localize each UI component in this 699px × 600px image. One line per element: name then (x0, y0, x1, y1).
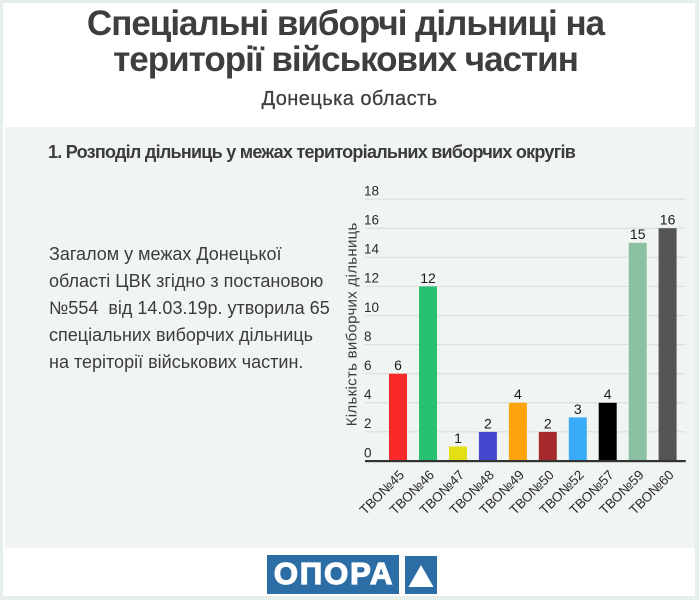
svg-text:15: 15 (630, 226, 646, 242)
svg-text:6: 6 (394, 357, 402, 373)
svg-text:16: 16 (660, 212, 676, 228)
svg-text:2: 2 (544, 415, 552, 431)
svg-text:14: 14 (364, 242, 380, 257)
svg-text:18: 18 (364, 183, 379, 198)
svg-text:Кількість виборчих дільниць: Кількість виборчих дільниць (344, 222, 361, 426)
svg-text:12: 12 (420, 270, 436, 286)
svg-text:0: 0 (364, 445, 372, 460)
svg-text:2: 2 (484, 415, 492, 431)
svg-text:4: 4 (364, 387, 372, 402)
svg-text:3: 3 (574, 401, 582, 417)
svg-text:4: 4 (604, 386, 612, 402)
svg-text:6: 6 (364, 358, 372, 373)
svg-text:12: 12 (364, 271, 379, 286)
svg-text:4: 4 (514, 386, 522, 402)
svg-text:10: 10 (364, 300, 379, 315)
svg-text:16: 16 (364, 213, 379, 228)
svg-text:8: 8 (364, 329, 372, 344)
svg-text:2: 2 (364, 416, 372, 431)
svg-text:1: 1 (454, 430, 462, 446)
